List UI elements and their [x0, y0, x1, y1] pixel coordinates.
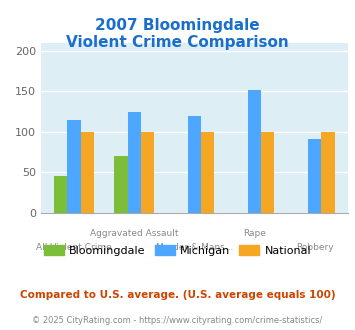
Bar [114, 156, 127, 213]
Text: © 2025 CityRating.com - https://www.cityrating.com/crime-statistics/: © 2025 CityRating.com - https://www.city… [32, 315, 323, 325]
Bar [321, 132, 335, 213]
Text: Robbery: Robbery [296, 243, 334, 251]
Bar [81, 132, 94, 213]
Bar [248, 90, 261, 213]
Legend: Bloomingdale, Michigan, National: Bloomingdale, Michigan, National [39, 241, 316, 260]
Bar [67, 120, 81, 213]
Text: Aggravated Assault: Aggravated Assault [90, 229, 179, 238]
Bar [308, 139, 321, 213]
Text: Murder & Mans...: Murder & Mans... [156, 243, 233, 251]
Text: All Violent Crime: All Violent Crime [36, 243, 112, 251]
Bar [54, 177, 67, 213]
Text: 2007 Bloomingdale: 2007 Bloomingdale [95, 18, 260, 33]
Bar [188, 116, 201, 213]
Text: Rape: Rape [243, 229, 266, 238]
Bar [261, 132, 274, 213]
Text: Compared to U.S. average. (U.S. average equals 100): Compared to U.S. average. (U.S. average … [20, 290, 335, 300]
Bar [141, 132, 154, 213]
Text: Violent Crime Comparison: Violent Crime Comparison [66, 35, 289, 50]
Bar [127, 112, 141, 213]
Bar [201, 132, 214, 213]
